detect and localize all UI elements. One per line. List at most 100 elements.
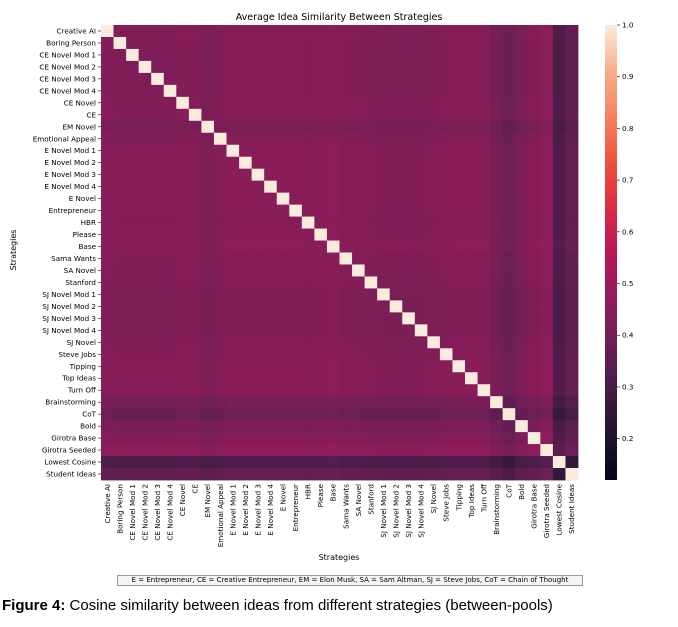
- heatmap-cell: [188, 252, 202, 265]
- heatmap-cell: [389, 288, 403, 301]
- heatmap-cell: [151, 84, 165, 98]
- heatmap-cell: [201, 204, 215, 217]
- heatmap-cell: [490, 120, 504, 134]
- heatmap-cell: [251, 240, 265, 253]
- heatmap-cell: [226, 144, 240, 158]
- heatmap-cell: [213, 408, 227, 421]
- heatmap-cell: [251, 156, 265, 170]
- heatmap-cell: [339, 132, 353, 146]
- heatmap-cell: [213, 96, 227, 110]
- heatmap-cell: [113, 324, 127, 337]
- heatmap-cells: [101, 25, 579, 481]
- heatmap-cell: [213, 300, 227, 313]
- heatmap-cell: [289, 276, 303, 289]
- heatmap-cell: [490, 396, 504, 409]
- heatmap-cell: [163, 336, 177, 349]
- heatmap-cell: [126, 468, 140, 481]
- heatmap-cell: [352, 420, 365, 433]
- heatmap-cell: [389, 444, 403, 457]
- heatmap-cell: [226, 312, 240, 325]
- heatmap-cell: [402, 420, 416, 433]
- heatmap-cell: [138, 25, 152, 38]
- heatmap-cell: [515, 156, 529, 170]
- heatmap-cell: [502, 420, 516, 433]
- heatmap-cell: [465, 432, 478, 445]
- heatmap-cell: [364, 60, 378, 74]
- heatmap-cell: [352, 408, 365, 421]
- heatmap-cell: [565, 192, 579, 205]
- heatmap-cell: [452, 276, 466, 289]
- heatmap-cell: [540, 408, 554, 421]
- heatmap-cell: [289, 216, 303, 229]
- heatmap-cell: [352, 360, 365, 373]
- heatmap-cell: [314, 156, 328, 170]
- heatmap-cell: [113, 408, 127, 421]
- heatmap-cell: [527, 324, 541, 337]
- heatmap-cell: [314, 468, 328, 481]
- heatmap-cell: [477, 144, 491, 158]
- heatmap-cell: [163, 204, 177, 217]
- heatmap-cell: [176, 25, 190, 38]
- heatmap-cell: [439, 336, 453, 349]
- heatmap-cell: [113, 132, 127, 146]
- heatmap-cell: [113, 252, 127, 265]
- heatmap-cell: [339, 36, 353, 50]
- heatmap-cell: [289, 156, 303, 170]
- heatmap-cell: [239, 420, 253, 433]
- heatmap-cell: [201, 144, 215, 158]
- heatmap-cell: [377, 204, 391, 217]
- heatmap-cell: [389, 228, 403, 241]
- heatmap-cell: [389, 396, 403, 409]
- colorbar-tick-label: 0.2: [622, 434, 633, 443]
- heatmap-cell: [213, 120, 227, 134]
- heatmap-cell: [201, 192, 215, 205]
- heatmap-cell: [301, 468, 315, 481]
- heatmap-cell: [188, 168, 202, 182]
- heatmap-cell: [289, 120, 303, 134]
- heatmap-cell: [352, 240, 365, 253]
- heatmap-cell: [414, 180, 428, 194]
- heatmap-cell: [163, 96, 177, 110]
- heatmap-cell: [289, 372, 303, 385]
- heatmap-cell: [515, 324, 529, 337]
- heatmap-cell: [377, 276, 391, 289]
- heatmap-cell: [301, 336, 315, 349]
- heatmap-cell: [188, 312, 202, 325]
- heatmap-cell: [490, 168, 504, 182]
- heatmap-cell: [364, 84, 378, 98]
- heatmap-cell: [326, 420, 340, 433]
- heatmap-cell: [427, 336, 441, 349]
- heatmap-cell: [465, 288, 478, 301]
- heatmap-cell: [101, 180, 114, 194]
- heatmap-cell: [251, 96, 265, 110]
- heatmap-cell: [251, 192, 265, 205]
- heatmap-cell: [490, 312, 504, 325]
- heatmap-cell: [101, 132, 114, 146]
- heatmap-cell: [151, 456, 165, 469]
- colorbar-ticks: 0.20.30.40.50.60.70.80.91.0: [617, 21, 634, 443]
- heatmap-cell: [289, 72, 303, 86]
- heatmap-cell: [264, 360, 278, 373]
- heatmap-cell: [477, 468, 491, 481]
- heatmap-cell: [151, 348, 165, 361]
- row-tick-label: EM Novel: [63, 122, 96, 131]
- heatmap-cell: [427, 408, 441, 421]
- heatmap-cell: [301, 384, 315, 397]
- heatmap-cell: [126, 72, 140, 86]
- heatmap-cell: [540, 144, 554, 158]
- heatmap-cell: [490, 420, 504, 433]
- heatmap-cell: [439, 84, 453, 98]
- heatmap-cell: [414, 144, 428, 158]
- heatmap-cell: [239, 72, 253, 86]
- heatmap-cell: [226, 132, 240, 146]
- heatmap-cell: [439, 240, 453, 253]
- heatmap-cell: [301, 348, 315, 361]
- heatmap-cell: [301, 72, 315, 86]
- heatmap-cell: [427, 216, 441, 229]
- heatmap-cell: [552, 468, 566, 481]
- heatmap-cell: [502, 25, 516, 38]
- heatmap-cell: [151, 288, 165, 301]
- heatmap-cell: [138, 288, 152, 301]
- heatmap-cell: [163, 36, 177, 50]
- colorbar-tick-label: 0.3: [622, 382, 633, 391]
